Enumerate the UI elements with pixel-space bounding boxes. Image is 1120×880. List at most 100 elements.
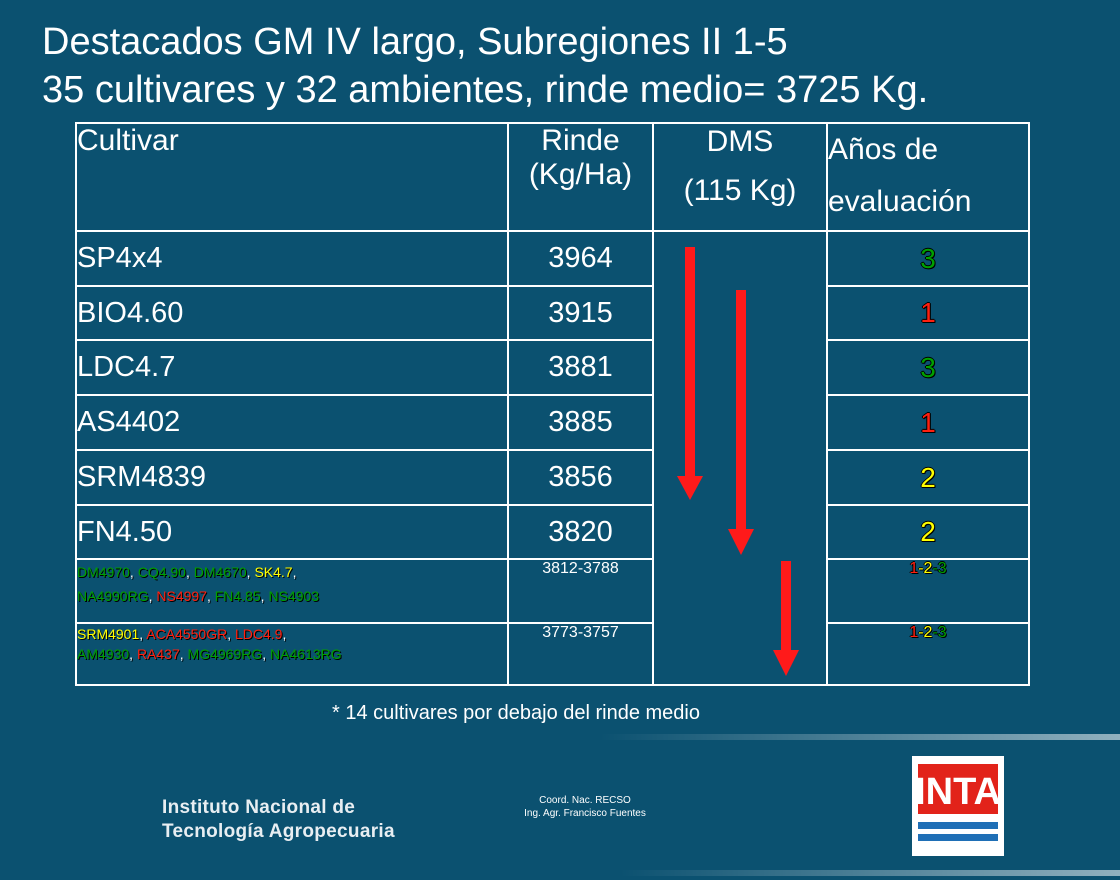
header-rinde-line1: Rinde — [541, 124, 620, 157]
separator: , — [227, 626, 232, 642]
cultivar-name: NA4613RG — [270, 646, 342, 662]
separator: , — [139, 626, 144, 642]
anos-cell: 2 — [826, 504, 1030, 560]
separator: , — [282, 626, 287, 642]
separator: , — [148, 588, 153, 604]
table-row: BIO4.60 3915 1 — [75, 285, 1030, 341]
cultivar-name: MG4969RG — [187, 646, 263, 662]
cultivar-cell: AS4402 — [75, 394, 509, 451]
separator: , — [129, 564, 134, 580]
cultivar-group-cell: DM4970, CQ4.90, DM4670, SK4.7, NA4990RG,… — [75, 558, 509, 624]
cultivar-cell: LDC4.7 — [75, 339, 509, 396]
separator: , — [260, 588, 265, 604]
table-row: FN4.50 3820 2 — [75, 504, 1030, 560]
dash: - — [918, 624, 924, 641]
separator: , — [185, 564, 190, 580]
rinde-range-cell: 3773-3757 — [507, 622, 654, 686]
header-dms: DMS (115 Kg) — [652, 122, 828, 232]
anos-range-cell: 1-2-3 — [826, 558, 1030, 624]
header-anos-line1: Años de — [828, 133, 939, 166]
rinde-cell: 3964 — [507, 230, 654, 287]
header-dms-line1: DMS — [706, 125, 774, 158]
coordinator-credit: Coord. Nac. RECSO Ing. Agr. Francisco Fu… — [500, 794, 670, 820]
cultivar-cell: FN4.50 — [75, 504, 509, 560]
cultivar-name: DM4970 — [77, 564, 130, 580]
dash: - — [932, 624, 938, 641]
institute-line-2: Tecnología Agropecuaria — [162, 821, 395, 842]
arrow-3 — [773, 561, 799, 676]
cultivar-name: SK4.7 — [254, 564, 293, 580]
cultivar-name: CQ4.90 — [137, 564, 186, 580]
table-row: AS4402 3885 1 — [75, 394, 1030, 451]
header-anos: Años de evaluación — [826, 122, 1030, 232]
logo-text: INTA — [915, 771, 1001, 813]
header-dms-line2: (115 Kg) — [683, 174, 797, 207]
inta-logo: INTA — [912, 756, 1004, 856]
dash: - — [918, 560, 924, 577]
cultivar-name: NS4997 — [156, 588, 207, 604]
year-1: 1 — [909, 560, 919, 577]
cultivar-name: DM4670 — [193, 564, 247, 580]
results-table: Cultivar Rinde (Kg/Ha) DMS (115 Kg) Años… — [75, 122, 1030, 686]
anos-cell: 1 — [826, 394, 1030, 451]
inta-logo-icon: INTA — [912, 756, 1004, 856]
cultivar-name: RA437 — [136, 646, 180, 662]
rinde-cell: 3885 — [507, 394, 654, 451]
divider-stripe — [600, 734, 1120, 740]
anos-cell: 1 — [826, 285, 1030, 341]
title-line-2: 35 cultivares y 32 ambientes, rinde medi… — [42, 69, 929, 111]
rinde-range-cell: 3812-3788 — [507, 558, 654, 624]
year-2: 2 — [923, 624, 933, 641]
table-row: SRM4839 3856 2 — [75, 449, 1030, 506]
cultivar-cell: BIO4.60 — [75, 285, 509, 341]
cultivar-name: NA4990RG — [77, 588, 149, 604]
arrow-1 — [677, 247, 703, 500]
cultivar-name: FN4.85 — [214, 588, 261, 604]
anos-cell: 3 — [826, 230, 1030, 287]
rinde-cell: 3881 — [507, 339, 654, 396]
anos-range-cell: 1-2-3 — [826, 622, 1030, 686]
separator: , — [246, 564, 251, 580]
footnote: * 14 cultivares por debajo del rinde med… — [332, 702, 700, 724]
cultivar-cell: SRM4839 — [75, 449, 509, 506]
slide-title: Destacados GM IV largo, Subregiones II 1… — [42, 18, 1102, 114]
separator: , — [179, 646, 184, 662]
rinde-cell: 3820 — [507, 504, 654, 560]
anos-cell: 3 — [826, 339, 1030, 396]
institute-line-1: Instituto Nacional de — [162, 797, 356, 818]
separator: , — [292, 564, 297, 580]
dash: - — [932, 560, 938, 577]
year-1: 1 — [909, 624, 919, 641]
year-3: 3 — [937, 624, 947, 641]
header-rinde-line2: (Kg/Ha) — [528, 158, 633, 191]
header-row: Cultivar Rinde (Kg/Ha) DMS (115 Kg) Años… — [75, 122, 1030, 232]
coord-line-2: Ing. Agr. Francisco Fuentes — [524, 808, 646, 819]
cultivar-name: AM4930 — [77, 646, 130, 662]
year-3: 3 — [937, 560, 947, 577]
arrow-2 — [728, 290, 754, 555]
table-row-group-2: SRM4901, ACA4550GR, LDC4.9, AM4930, RA43… — [75, 622, 1030, 686]
cultivar-name: ACA4550GR — [146, 626, 228, 642]
coord-line-1: Coord. Nac. RECSO — [539, 795, 631, 806]
title-line-1: Destacados GM IV largo, Subregiones II 1… — [42, 21, 788, 63]
rinde-cell: 3915 — [507, 285, 654, 341]
cultivar-name: LDC4.9 — [235, 626, 283, 642]
table-row-group-1: DM4970, CQ4.90, DM4670, SK4.7, NA4990RG,… — [75, 558, 1030, 624]
cultivar-group-cell: SRM4901, ACA4550GR, LDC4.9, AM4930, RA43… — [75, 622, 509, 686]
anos-cell: 2 — [826, 449, 1030, 506]
divider-stripe — [620, 870, 1120, 876]
table-row: LDC4.7 3881 3 — [75, 339, 1030, 396]
cultivar-name: SRM4901 — [77, 626, 140, 642]
separator: , — [262, 646, 267, 662]
institute-name: Instituto Nacional de Tecnología Agropec… — [162, 796, 395, 844]
separator: , — [129, 646, 134, 662]
rinde-cell: 3856 — [507, 449, 654, 506]
header-rinde: Rinde (Kg/Ha) — [507, 122, 654, 232]
year-2: 2 — [923, 560, 933, 577]
cultivar-cell: SP4x4 — [75, 230, 509, 287]
cultivar-name: NS4903 — [268, 588, 320, 604]
header-cultivar: Cultivar — [75, 122, 509, 232]
header-anos-line2: evaluación — [828, 185, 972, 218]
separator: , — [206, 588, 211, 604]
